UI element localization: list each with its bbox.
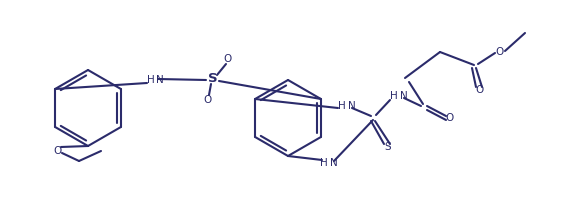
Text: O: O (446, 113, 454, 123)
Text: S: S (208, 73, 218, 85)
Text: S: S (385, 142, 392, 152)
Text: O: O (224, 54, 232, 64)
Text: H: H (147, 75, 155, 85)
Text: H: H (390, 91, 398, 101)
Text: N: N (348, 101, 356, 111)
Text: H: H (320, 158, 328, 168)
Text: O: O (203, 95, 211, 105)
Text: O: O (476, 85, 484, 95)
Text: H: H (338, 101, 346, 111)
Text: N: N (400, 91, 408, 101)
Text: N: N (330, 158, 338, 168)
Text: O: O (496, 47, 504, 57)
Text: N: N (156, 75, 164, 85)
Text: O: O (53, 146, 61, 156)
